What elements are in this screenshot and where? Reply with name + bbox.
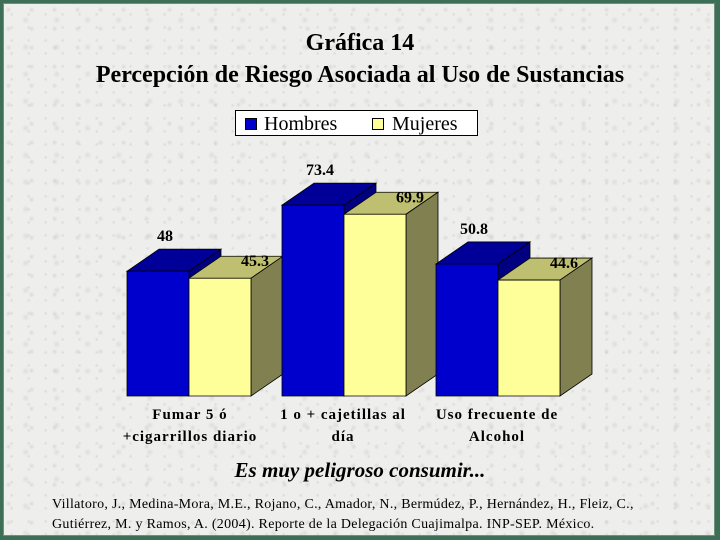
chart-subtitle: Percepción de Riesgo Asociada al Uso de …	[95, 62, 625, 88]
category-label-3-line1: Uso frecuente de	[435, 407, 559, 423]
category-label-1-line2: +cigarrillos diario	[122, 429, 258, 445]
bar-mujeres-1-front	[188, 277, 252, 397]
bar-mujeres-3-front	[497, 279, 561, 397]
data-label-hombres-1: 48	[157, 228, 173, 245]
data-label-mujeres-1: 45.3	[241, 253, 269, 270]
category-label-3-line2: Alcohol	[468, 429, 526, 445]
bar-hombres-1-front	[126, 270, 190, 397]
bar-mujeres-3-side	[559, 257, 593, 397]
caption-text: Es muy peligroso consumir...	[234, 458, 486, 482]
category-label-3: Uso frecuente de Alcohol	[420, 404, 574, 448]
bar-mujeres-2-side	[405, 191, 439, 397]
bar-hombres-3-front	[435, 263, 499, 397]
data-label-mujeres-2: 69.9	[396, 189, 424, 206]
bar-mujeres-2-front	[343, 213, 407, 397]
data-label-hombres-2: 73.4	[306, 162, 334, 179]
category-label-1: Fumar 5 ó +cigarrillos diario	[113, 404, 267, 448]
legend-swatch-mujeres	[372, 118, 384, 130]
category-label-2-line2: día	[331, 429, 355, 445]
citation-text: Villatoro, J., Medina-Mora, M.E., Rojano…	[52, 497, 634, 532]
data-label-mujeres-3: 44.6	[550, 255, 578, 272]
bar-mujeres-1-side	[250, 255, 284, 397]
chart-title: Gráfica 14	[305, 30, 415, 56]
legend-label-hombres: Hombres	[264, 113, 338, 135]
data-label-hombres-3: 50.8	[460, 221, 488, 238]
category-label-2-line1: 1 o + cajetillas al	[280, 407, 406, 423]
bar-hombres-2-front	[281, 204, 345, 397]
chart-legend: Hombres Mujeres	[235, 110, 478, 136]
category-label-1-line1: Fumar 5 ó	[152, 407, 228, 423]
legend-label-mujeres: Mujeres	[392, 113, 458, 135]
legend-swatch-hombres	[245, 118, 257, 130]
category-label-2: 1 o + cajetillas al día	[266, 404, 420, 448]
